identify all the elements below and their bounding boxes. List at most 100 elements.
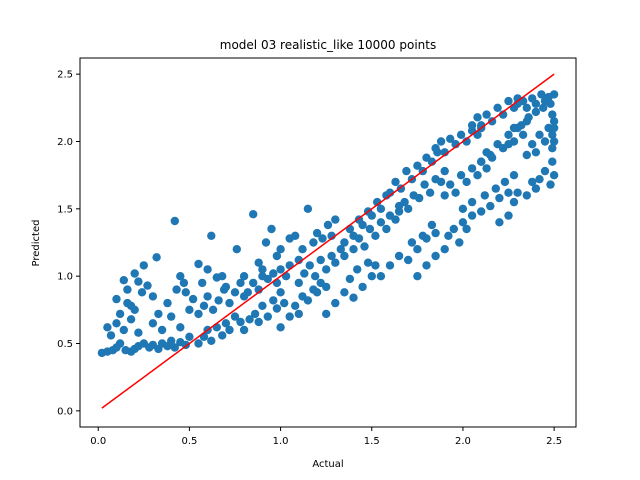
data-point	[157, 325, 167, 335]
data-point	[462, 224, 471, 234]
data-point	[549, 117, 559, 126]
data-point	[249, 278, 258, 288]
data-point	[249, 210, 258, 219]
data-point	[322, 309, 331, 319]
data-point	[504, 130, 513, 139]
data-point	[203, 292, 212, 301]
y-tick-label: 0.0	[57, 406, 73, 417]
data-point	[170, 343, 179, 352]
data-point	[139, 261, 148, 270]
data-point	[531, 107, 541, 117]
data-point	[467, 197, 477, 207]
y-tick-label: 2.5	[57, 70, 73, 81]
data-point	[170, 216, 179, 226]
data-point	[230, 312, 240, 321]
data-point	[456, 130, 466, 139]
reference-line	[101, 73, 555, 409]
data-point	[340, 288, 349, 297]
data-point	[219, 285, 229, 294]
data-point	[451, 140, 460, 149]
data-point	[482, 148, 491, 157]
data-point	[539, 103, 548, 113]
data-point	[280, 298, 289, 308]
y-tick-label: 1.5	[57, 204, 73, 215]
data-point	[305, 261, 314, 270]
data-point	[148, 292, 158, 301]
data-point	[340, 238, 349, 247]
data-point	[391, 177, 400, 187]
data-point	[413, 272, 422, 281]
data-point	[336, 245, 345, 254]
data-point	[504, 96, 513, 106]
data-point	[198, 278, 207, 288]
data-point	[323, 220, 333, 230]
data-point	[194, 309, 203, 319]
data-point	[276, 288, 285, 297]
data-point	[404, 255, 413, 265]
data-point	[327, 231, 336, 240]
reference-line-layer	[101, 73, 555, 409]
data-point	[420, 180, 429, 189]
data-point	[218, 331, 227, 340]
plot-area-frame	[79, 57, 577, 428]
data-point	[254, 258, 263, 267]
data-point	[373, 197, 382, 207]
data-point	[167, 336, 176, 345]
data-point	[491, 184, 500, 193]
data-point	[245, 315, 254, 324]
data-point	[486, 201, 495, 211]
x-tick-label: 0.0	[90, 436, 106, 447]
data-point	[214, 296, 223, 305]
data-point	[509, 171, 519, 180]
data-point	[126, 315, 136, 324]
data-point	[119, 325, 128, 335]
data-point	[376, 218, 386, 227]
data-point	[504, 211, 513, 220]
data-point	[115, 309, 125, 319]
data-point	[130, 269, 139, 278]
data-point	[413, 245, 422, 254]
data-point	[415, 193, 424, 203]
data-point	[440, 191, 449, 200]
data-point	[285, 261, 294, 270]
data-point	[112, 319, 121, 328]
data-point	[518, 130, 528, 139]
data-point	[467, 121, 477, 130]
data-point	[239, 325, 249, 335]
data-point	[531, 148, 541, 157]
data-point	[207, 336, 216, 345]
data-point	[236, 317, 245, 327]
data-point	[294, 309, 303, 319]
data-point	[548, 144, 557, 153]
data-point	[203, 265, 212, 274]
data-point	[218, 272, 227, 281]
data-point	[495, 218, 504, 227]
data-point	[467, 211, 477, 220]
data-point	[225, 298, 234, 308]
data-point	[181, 288, 190, 297]
data-point	[431, 144, 440, 153]
data-point	[232, 245, 241, 254]
data-point	[535, 130, 544, 139]
data-point	[367, 211, 376, 220]
x-tick-label: 1.0	[273, 436, 289, 447]
data-point	[152, 253, 161, 262]
data-point	[367, 272, 376, 281]
data-point	[322, 265, 331, 274]
data-point	[263, 312, 272, 321]
data-point	[281, 272, 291, 281]
data-point	[106, 331, 116, 340]
data-point	[522, 191, 531, 200]
data-point	[537, 90, 546, 99]
data-point	[549, 137, 559, 146]
data-point	[272, 304, 282, 313]
data-point	[446, 180, 455, 189]
data-point	[549, 90, 559, 99]
data-point	[172, 285, 181, 294]
x-axis-ticks: 0.0 0.5 1.0 1.5 2.0 2.5	[90, 427, 562, 447]
data-point	[482, 110, 491, 119]
data-point	[376, 204, 386, 213]
data-point	[294, 278, 303, 288]
data-point	[312, 228, 322, 238]
data-point	[276, 265, 285, 274]
